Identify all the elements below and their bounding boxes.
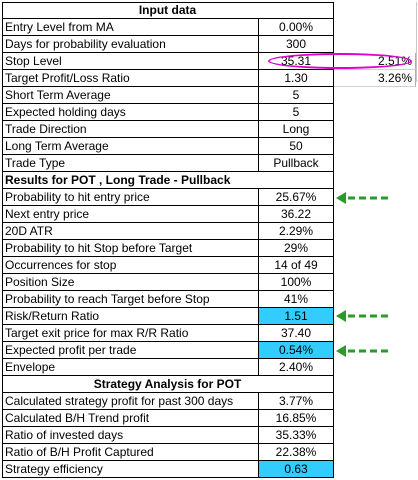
row-label[interactable]: Occurrences for stop (2, 257, 259, 274)
row-label[interactable]: Envelope (2, 359, 259, 376)
row-label[interactable]: Days for probability evaluation (2, 36, 259, 53)
row-value[interactable]: 22.38% (259, 444, 334, 461)
row-label[interactable]: Expected holding days (2, 104, 259, 121)
row-label[interactable]: Expected profit per trade (2, 342, 259, 359)
row-value[interactable]: 16.85% (259, 410, 334, 427)
row-label[interactable]: Strategy efficiency (2, 461, 259, 478)
row-value[interactable]: 29% (259, 240, 334, 257)
row-label[interactable]: Calculated strategy profit for past 300 … (2, 393, 259, 410)
row-value[interactable]: 36.22 (259, 206, 334, 223)
section-header-strategy[interactable]: Strategy Analysis for POT (2, 376, 334, 393)
row-label[interactable]: Short Term Average (2, 87, 259, 104)
row-label[interactable]: Target exit price for max R/R Ratio (2, 325, 259, 342)
row-value[interactable]: 25.67% (259, 189, 334, 206)
row-label[interactable]: Entry Level from MA (2, 19, 259, 36)
row-value[interactable]: Pullback (259, 155, 334, 172)
row-value[interactable]: 14 of 49 (259, 257, 334, 274)
row-value[interactable]: 35.33% (259, 427, 334, 444)
row-label[interactable]: Calculated B/H Trend profit (2, 410, 259, 427)
row-value[interactable]: 3.77% (259, 393, 334, 410)
row-value[interactable]: 1.30 (259, 70, 334, 87)
row-value[interactable]: 2.40% (259, 359, 334, 376)
row-label[interactable]: Position Size (2, 274, 259, 291)
table-left-border (2, 2, 3, 478)
section-header-results[interactable]: Results for POT , Long Trade - Pullback (2, 172, 334, 189)
row-label[interactable]: Next entry price (2, 206, 259, 223)
row-extra-value[interactable]: 3.26% (334, 70, 416, 87)
dashed-arrow-left-icon (336, 345, 390, 357)
section-header-input[interactable]: Input data (2, 2, 334, 19)
row-label[interactable]: Trade Direction (2, 121, 259, 138)
dashed-arrow-left-icon (336, 310, 390, 322)
row-value-highlighted[interactable]: 0.54% (259, 342, 334, 359)
row-label[interactable]: Probability to reach Target before Stop (2, 291, 259, 308)
row-value[interactable]: 100% (259, 274, 334, 291)
row-label[interactable]: Trade Type (2, 155, 259, 172)
row-value[interactable]: 41% (259, 291, 334, 308)
row-label[interactable]: Target Profit/Loss Ratio (2, 70, 259, 87)
oval-highlight (268, 53, 412, 69)
row-value[interactable]: 5 (259, 87, 334, 104)
row-label[interactable]: Long Term Average (2, 138, 259, 155)
row-label[interactable]: 20D ATR (2, 223, 259, 240)
row-label[interactable]: Ratio of B/H Profit Captured (2, 444, 259, 461)
row-value-highlighted[interactable]: 0.63 (259, 461, 334, 478)
grid-line (416, 2, 417, 82)
row-value[interactable]: 37.40 (259, 325, 334, 342)
row-value[interactable]: 5 (259, 104, 334, 121)
row-value[interactable]: 300 (259, 36, 334, 53)
row-value[interactable]: 0.00% (259, 19, 334, 36)
row-value-highlighted[interactable]: 1.51 (259, 308, 334, 325)
dashed-arrow-left-icon (336, 192, 390, 204)
row-label[interactable]: Probability to hit Stop before Target (2, 240, 259, 257)
row-value[interactable]: 2.29% (259, 223, 334, 240)
row-label[interactable]: Ratio of invested days (2, 427, 259, 444)
table-top-border (2, 2, 334, 3)
row-label[interactable]: Probability to hit entry price (2, 189, 259, 206)
row-value[interactable]: 50 (259, 138, 334, 155)
row-label[interactable]: Risk/Return Ratio (2, 308, 259, 325)
row-label[interactable]: Stop Level (2, 53, 259, 70)
row-value[interactable]: Long (259, 121, 334, 138)
